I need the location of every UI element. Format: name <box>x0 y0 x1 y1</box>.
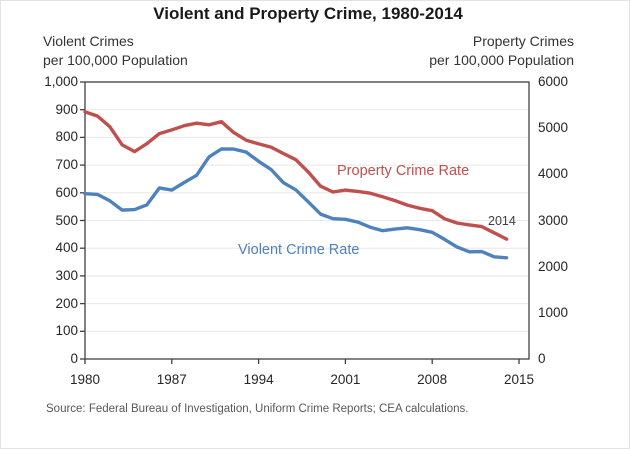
property-series-label: Property Crime Rate <box>337 163 470 179</box>
x-axis-tick-label: 2008 <box>417 372 448 387</box>
x-axis-tick-label: 1987 <box>156 372 187 387</box>
left-axis-header-line1: Violent Crimes <box>43 33 134 49</box>
property-crime-line <box>83 110 509 241</box>
left-axis-tick-label: 600 <box>55 184 78 200</box>
left-axis-tick-label: 900 <box>55 101 78 117</box>
x-axis-tick-label: 2001 <box>330 372 361 387</box>
left-axis-header-line2: per 100,000 Population <box>43 52 188 68</box>
right-axis-tick-label: 1000 <box>538 304 569 320</box>
right-axis-tick-label: 2000 <box>538 258 569 274</box>
right-axis-header-line2: per 100,000 Population <box>429 52 574 68</box>
right-axis-header-line1: Property Crimes <box>472 33 574 49</box>
x-axis-tick-label: 2015 <box>503 372 535 387</box>
right-axis-tick-label: 5000 <box>538 120 569 136</box>
x-axis-tick-label: 1994 <box>243 372 274 387</box>
left-axis-tick-label: 200 <box>55 295 78 311</box>
left-axis-tick-label: 700 <box>55 157 78 173</box>
violent-crime-line <box>83 147 509 260</box>
chart-title: Violent and Property Crime, 1980-2014 <box>153 4 463 23</box>
left-axis-tick-label: 0 <box>70 351 78 366</box>
left-axis-tick-label: 500 <box>55 212 78 228</box>
left-axis-header: Violent Crimes per 100,000 Population <box>43 32 188 70</box>
left-axis-tick-label: 300 <box>55 267 78 283</box>
right-axis-tick-label: 4000 <box>538 166 569 182</box>
violent-series-label: Violent Crime Rate <box>238 242 360 258</box>
right-axis-tick-label: 6000 <box>538 74 569 89</box>
left-axis-tick-label: 400 <box>55 240 78 256</box>
right-axis-tick-label: 0 <box>538 351 546 366</box>
last-year-annotation: 2014 <box>488 214 516 228</box>
right-axis-header: Property Crimes per 100,000 Population <box>429 32 574 70</box>
left-axis-tick-label: 1,000 <box>44 74 78 89</box>
left-axis-tick-label: 800 <box>55 129 78 145</box>
x-axis-tick-label: 1980 <box>69 372 101 387</box>
left-axis-tick-label: 100 <box>55 323 78 339</box>
source-note: Source: Federal Bureau of Investigation,… <box>46 403 469 415</box>
right-axis-tick-label: 3000 <box>538 212 569 228</box>
